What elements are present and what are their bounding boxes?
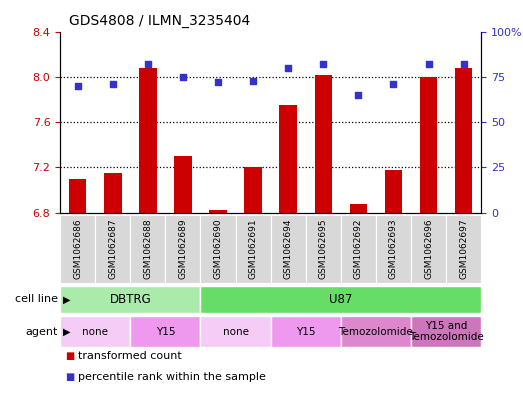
Bar [341,316,411,347]
Text: GDS4808 / ILMN_3235404: GDS4808 / ILMN_3235404 [69,14,250,28]
Text: ■: ■ [65,372,75,382]
Bar [165,215,200,283]
Bar [306,215,341,283]
Bar [455,68,472,213]
Bar [130,316,200,347]
Point [144,61,152,68]
Bar [244,167,262,213]
Text: ■: ■ [65,351,75,361]
Text: ▶: ▶ [63,294,70,305]
Text: GSM1062690: GSM1062690 [213,219,222,279]
Text: Y15: Y15 [156,327,175,337]
Point [109,81,117,87]
Bar [271,215,306,283]
Bar [446,215,481,283]
Bar [60,316,130,347]
Text: GSM1062687: GSM1062687 [108,219,117,279]
Point [74,83,82,89]
Bar [411,215,446,283]
Text: cell line: cell line [15,294,58,305]
Point [389,81,397,87]
Text: GSM1062691: GSM1062691 [248,219,258,279]
Bar [341,215,376,283]
Bar [104,173,121,213]
Point [179,74,187,80]
Text: Y15: Y15 [296,327,315,337]
Text: percentile rank within the sample: percentile rank within the sample [78,372,266,382]
Bar [349,204,367,213]
Text: GSM1062695: GSM1062695 [319,219,328,279]
Bar [200,286,481,313]
Bar [420,77,437,213]
Bar [271,316,341,347]
Bar [314,75,332,213]
Bar [385,170,402,213]
Text: GSM1062696: GSM1062696 [424,219,433,279]
Bar [60,286,200,313]
Bar [130,215,165,283]
Text: transformed count: transformed count [78,351,182,361]
Text: none: none [223,327,248,337]
Bar [235,215,271,283]
Bar [95,215,130,283]
Bar [139,68,156,213]
Point [284,65,292,71]
Text: GSM1062693: GSM1062693 [389,219,398,279]
Text: Temozolomide: Temozolomide [338,327,413,337]
Text: GSM1062697: GSM1062697 [459,219,468,279]
Bar [279,105,297,213]
Bar [209,210,227,213]
Bar [200,316,271,347]
Text: agent: agent [25,327,58,337]
Point [249,77,257,84]
Text: GSM1062689: GSM1062689 [178,219,187,279]
Point [354,92,362,98]
Text: GSM1062686: GSM1062686 [73,219,82,279]
Text: DBTRG: DBTRG [109,293,151,306]
Point [459,61,468,68]
Text: GSM1062692: GSM1062692 [354,219,363,279]
Bar [376,215,411,283]
Text: ▶: ▶ [63,327,70,337]
Text: U87: U87 [329,293,353,306]
Bar [174,156,192,213]
Bar [200,215,235,283]
Text: Y15 and
Temozolomide: Y15 and Temozolomide [408,321,483,342]
Bar [60,215,95,283]
Bar [411,316,481,347]
Point [319,61,327,68]
Text: GSM1062688: GSM1062688 [143,219,152,279]
Bar [69,179,86,213]
Point [424,61,433,68]
Text: none: none [82,327,108,337]
Text: GSM1062694: GSM1062694 [283,219,293,279]
Point [214,79,222,86]
